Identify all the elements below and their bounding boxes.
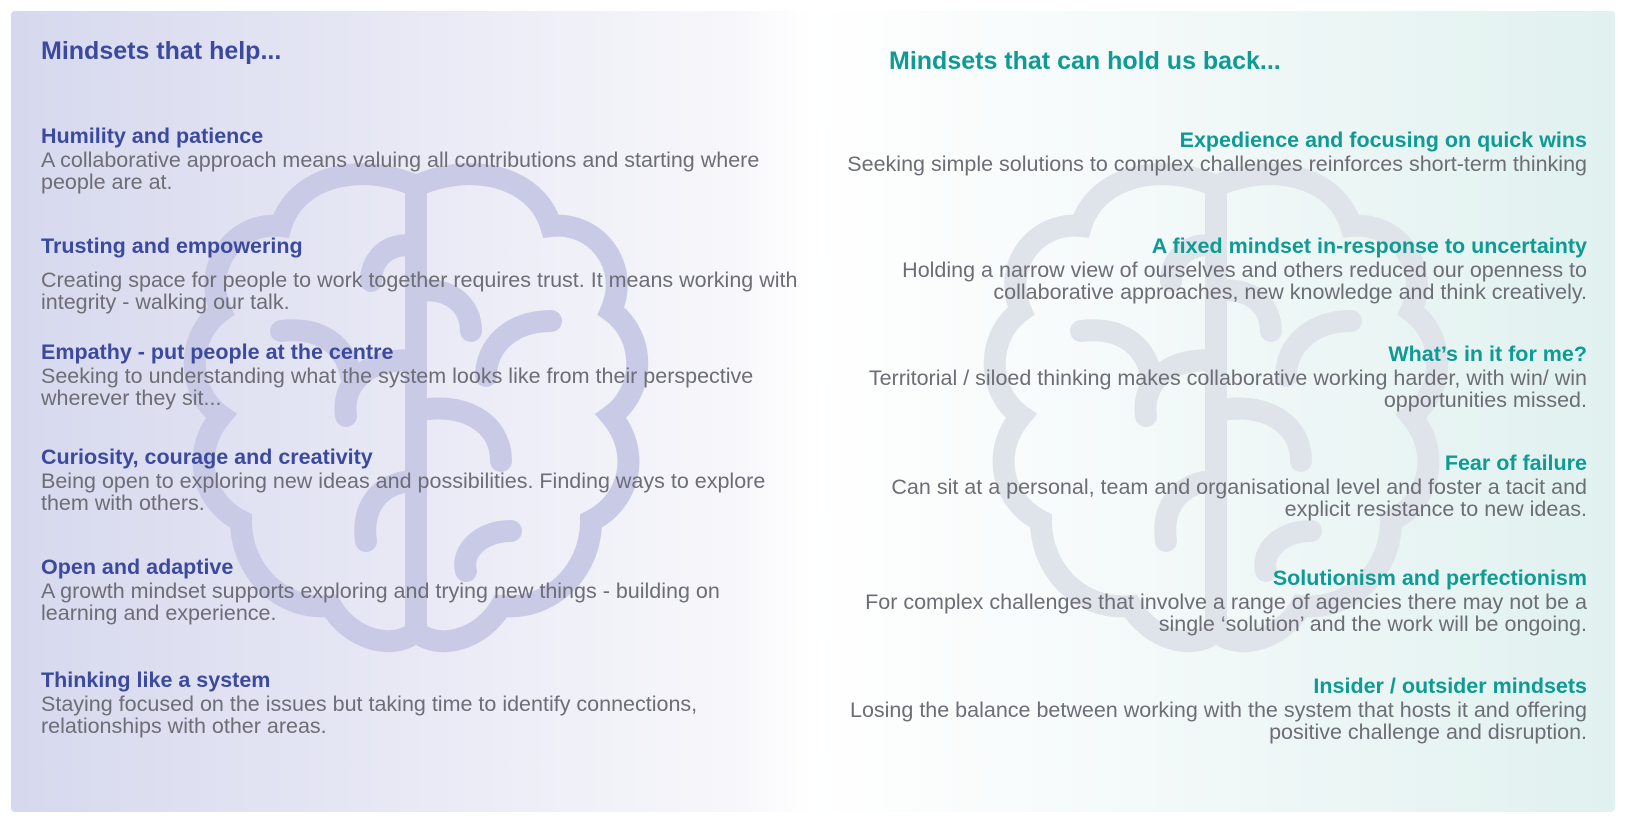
brain-outline-icon <box>183 163 649 653</box>
list-item: Fear of failure Can sit at a personal, t… <box>847 450 1587 520</box>
item-heading: Open and adaptive <box>41 555 234 579</box>
item-heading: What’s in it for me? <box>1388 342 1587 366</box>
item-description: A growth mindset supports exploring and … <box>41 579 720 625</box>
list-item: Curiosity, courage and creativity Being … <box>41 444 801 514</box>
list-item: Expedience and focusing on quick wins Se… <box>847 127 1587 175</box>
list-item: Insider / outsider mindsets Losing the b… <box>847 673 1587 743</box>
list-item: A fixed mindset in-response to uncertain… <box>847 233 1587 303</box>
item-heading: Expedience and focusing on quick wins <box>1179 128 1587 152</box>
item-heading: Solutionism and perfectionism <box>1272 566 1587 590</box>
item-description: A collaborative approach means valuing a… <box>41 148 760 194</box>
left-column-title: Mindsets that help... <box>41 37 282 65</box>
item-heading: Humility and patience <box>41 124 264 148</box>
item-description: Staying focused on the issues but taking… <box>41 692 698 738</box>
item-heading: Curiosity, courage and creativity <box>41 445 373 469</box>
item-heading: Insider / outsider mindsets <box>1313 674 1587 698</box>
item-description: Seeking to understanding what the system… <box>41 364 754 410</box>
list-item: Open and adaptive A growth mindset suppo… <box>41 554 801 624</box>
item-heading: A fixed mindset in-response to uncertain… <box>1151 234 1587 258</box>
item-heading: Empathy - put people at the centre <box>41 340 394 364</box>
item-description: Territorial / siloed thinking makes coll… <box>868 366 1587 412</box>
right-column-title: Mindsets that can hold us back... <box>889 47 1281 75</box>
list-item: Humility and patience A collaborative ap… <box>41 123 801 193</box>
item-heading: Thinking like a system <box>41 668 271 692</box>
item-description: Seeking simple solutions to complex chal… <box>847 152 1587 176</box>
brain-outline-icon <box>983 163 1449 653</box>
list-item: Empathy - put people at the centre Seeki… <box>41 339 801 409</box>
list-item: Solutionism and perfectionism For comple… <box>847 565 1587 635</box>
item-description: Holding a narrow view of ourselves and o… <box>902 258 1587 304</box>
item-heading: Trusting and empowering <box>41 234 303 258</box>
item-description: Losing the balance between working with … <box>849 698 1587 744</box>
item-description: Being open to exploring new ideas and po… <box>41 469 766 515</box>
list-item: Trusting and empowering Creating space f… <box>41 233 801 313</box>
mindsets-panel: Mindsets that help... Mindsets that can … <box>11 11 1615 812</box>
item-heading: Fear of failure <box>1444 451 1587 475</box>
item-description: Creating space for people to work togeth… <box>41 268 798 314</box>
list-item: What’s in it for me? Territorial / siloe… <box>847 341 1587 411</box>
item-description: For complex challenges that involve a ra… <box>865 590 1587 636</box>
item-description: Can sit at a personal, team and organisa… <box>891 475 1587 521</box>
list-item: Thinking like a system Staying focused o… <box>41 667 801 737</box>
